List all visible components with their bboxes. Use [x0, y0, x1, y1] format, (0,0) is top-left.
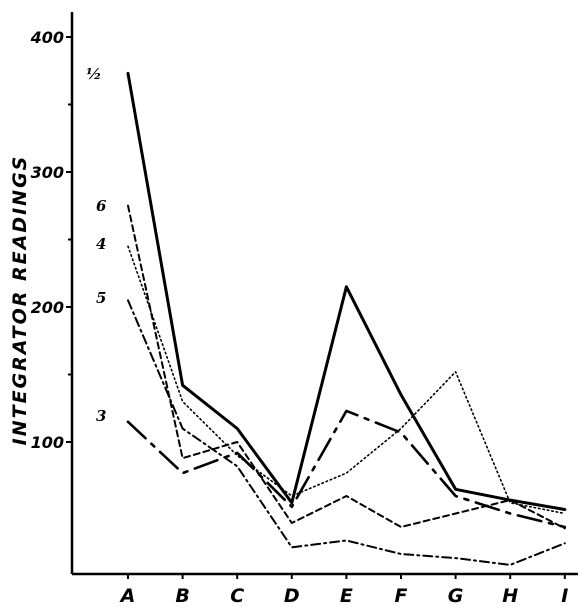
series-line-1: [126, 71, 567, 511]
x-tick-label: A: [119, 585, 136, 607]
x-tick-label: I: [561, 585, 568, 607]
series-label: 3: [96, 407, 106, 425]
x-tick-label: F: [395, 585, 408, 607]
series-line-4: [127, 299, 566, 566]
y-axis-title: INTEGRATOR READINGS: [9, 155, 31, 446]
y-tick-label: 200: [31, 298, 64, 317]
x-tick-label: B: [175, 585, 189, 607]
series-labels: ½ 6 4 5 3: [86, 65, 107, 425]
y-tick-label: 400: [30, 28, 64, 47]
x-tick-label: E: [340, 585, 353, 607]
x-tick-label: C: [230, 585, 244, 607]
x-tick-label: H: [502, 585, 518, 607]
series-line-3: [127, 245, 566, 515]
x-tick-label: D: [284, 585, 300, 607]
series-label: 6: [96, 197, 107, 215]
series-line-2: [127, 204, 566, 530]
y-tick-labels: 100 200 300 400: [30, 28, 64, 452]
axes: [66, 12, 578, 579]
series-label: 5: [96, 289, 106, 307]
x-tick-label: G: [448, 585, 464, 607]
x-tick-labels: A B C D E F G H I: [119, 585, 569, 607]
series-label: 4: [96, 235, 106, 253]
y-tick-label: 300: [31, 163, 64, 182]
series-line-5: [126, 409, 567, 529]
y-tick-label: 100: [31, 433, 64, 452]
series-lines: [126, 71, 567, 566]
series-label: ½: [86, 65, 102, 83]
